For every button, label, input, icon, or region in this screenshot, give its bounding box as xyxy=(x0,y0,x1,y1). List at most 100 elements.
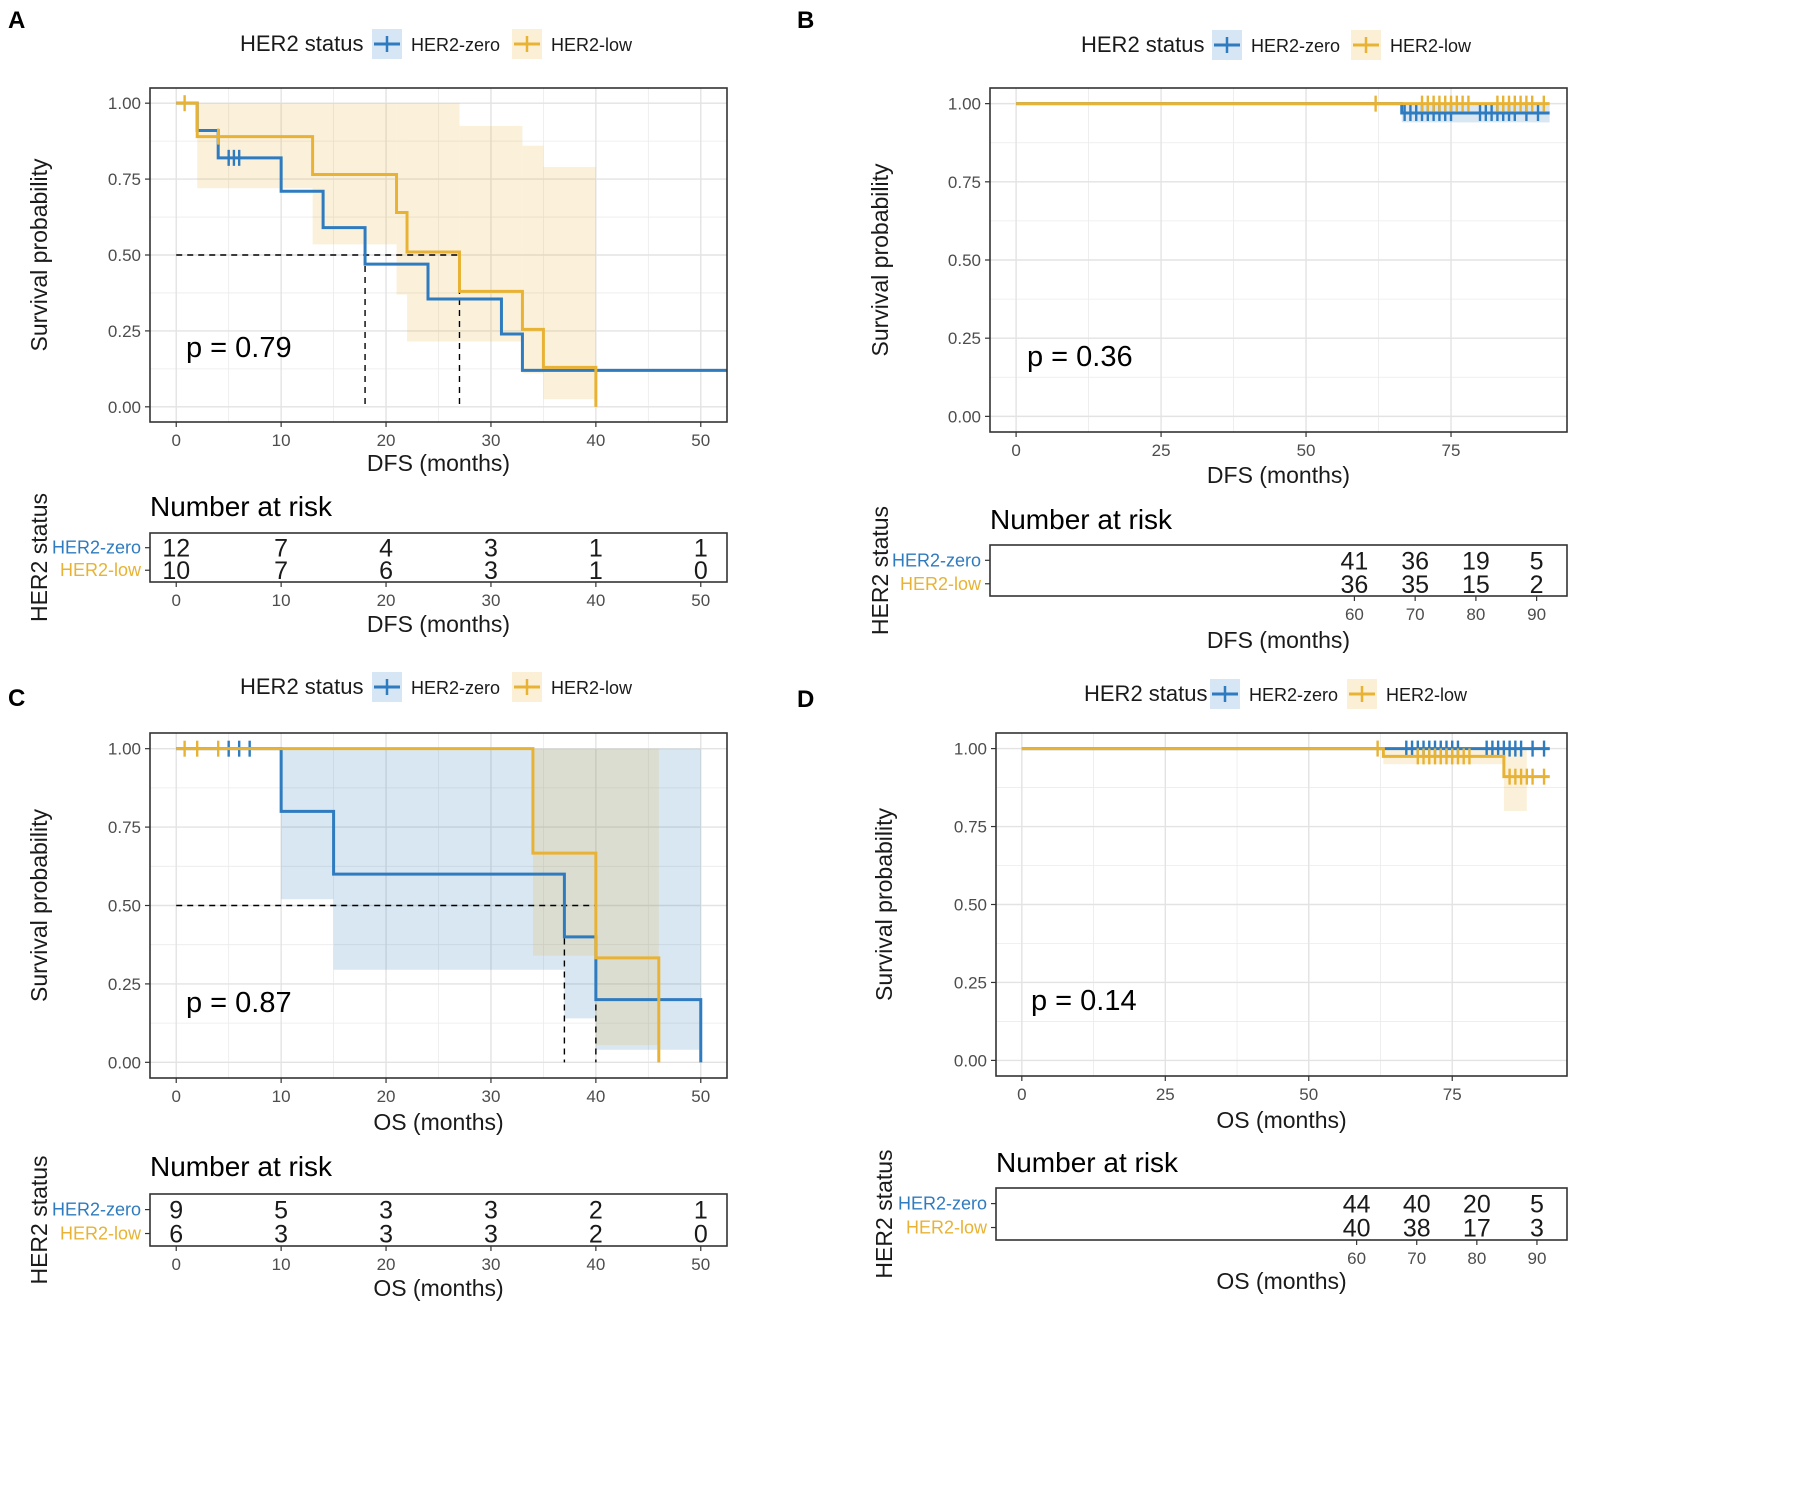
risk-y-axis-title: HER2 status xyxy=(26,1155,52,1284)
risk-x-tick-label: 60 xyxy=(1347,1249,1366,1268)
y-axis-title: Survival probability xyxy=(867,163,893,357)
risk-group-label: HER2-zero xyxy=(898,1194,987,1214)
risk-table-frame xyxy=(989,544,1568,597)
risk-x-tick-label: 80 xyxy=(1467,1249,1486,1268)
ci-band-low xyxy=(543,166,596,400)
risk-count: 1 xyxy=(589,557,603,585)
legend-title: HER2 status xyxy=(240,31,364,56)
x-tick-label: 40 xyxy=(586,1087,605,1106)
km-curve-zero xyxy=(176,747,703,1063)
risk-table-frame xyxy=(149,532,728,583)
risk-x-tick-label: 0 xyxy=(171,1255,180,1274)
y-tick-label: 0.50 xyxy=(108,246,141,265)
risk-group-label: HER2-zero xyxy=(892,550,981,570)
y-axis-title: Survival probability xyxy=(26,158,52,352)
risk-count: 41 xyxy=(1341,547,1369,575)
y-tick-label: 0.75 xyxy=(108,170,141,189)
x-axis-title: OS (months) xyxy=(1216,1107,1346,1133)
risk-count: 15 xyxy=(1462,571,1490,599)
risk-count: 2 xyxy=(589,1197,603,1225)
plot-area xyxy=(1016,95,1550,123)
risk-count: 38 xyxy=(1403,1215,1431,1243)
risk-count: 3 xyxy=(484,557,498,585)
y-tick-label: 0.00 xyxy=(108,1053,141,1072)
km-curve-low xyxy=(176,747,661,1063)
x-tick-label: 25 xyxy=(1152,441,1171,460)
plot-area xyxy=(176,95,727,407)
ci-band-low xyxy=(595,748,659,1046)
legend-entry: HER2-zero xyxy=(1251,36,1340,56)
y-tick-label: 0.75 xyxy=(948,173,981,192)
risk-group-label: HER2-zero xyxy=(52,538,141,558)
legend-entry: HER2-zero xyxy=(411,35,500,55)
legend-entry: HER2-low xyxy=(1386,685,1468,705)
legend-entry: HER2-zero xyxy=(1249,685,1338,705)
risk-group-label: HER2-low xyxy=(60,560,142,580)
legend-entry: HER2-low xyxy=(551,678,633,698)
risk-count: 0 xyxy=(694,1221,708,1249)
x-tick-label: 40 xyxy=(586,431,605,450)
risk-count: 1 xyxy=(694,1197,708,1225)
risk-x-tick-label: 10 xyxy=(272,1255,291,1274)
ci-band-low xyxy=(407,103,460,342)
risk-x-tick-label: 0 xyxy=(171,591,180,610)
risk-count: 40 xyxy=(1403,1191,1431,1219)
y-tick-label: 0.00 xyxy=(948,407,981,426)
x-tick-label: 0 xyxy=(1011,441,1020,460)
ci-band-low xyxy=(197,103,313,189)
risk-x-tick-label: 30 xyxy=(481,1255,500,1274)
ci-band-zero xyxy=(333,748,565,970)
ci-band-zero xyxy=(281,748,334,900)
y-axis-title: Survival probability xyxy=(871,807,897,1001)
risk-x-tick-label: 40 xyxy=(586,1255,605,1274)
x-axis-title: OS (months) xyxy=(373,1109,503,1135)
risk-table-title: Number at risk xyxy=(150,1151,333,1182)
risk-x-tick-label: 50 xyxy=(691,591,710,610)
y-tick-label: 0.25 xyxy=(948,329,981,348)
y-tick-label: 0.25 xyxy=(108,322,141,341)
y-tick-label: 0.50 xyxy=(108,897,141,916)
p-value: p = 0.36 xyxy=(1027,341,1133,373)
legend: HER2 status HER2-zero HER2-low xyxy=(1084,679,1468,709)
panel-label: D xyxy=(797,686,814,713)
x-tick-label: 20 xyxy=(377,1087,396,1106)
legend: HER2 status HER2-zero HER2-low xyxy=(240,29,633,59)
ci-band-low xyxy=(459,125,523,342)
risk-count: 5 xyxy=(274,1197,288,1225)
risk-x-tick-label: 80 xyxy=(1466,605,1485,624)
x-tick-label: 30 xyxy=(481,1087,500,1106)
legend-entry: HER2-low xyxy=(1390,36,1472,56)
risk-group-label: HER2-zero xyxy=(52,1200,141,1220)
p-value: p = 0.87 xyxy=(186,987,292,1019)
risk-table-title: Number at risk xyxy=(990,504,1173,535)
risk-count: 20 xyxy=(1463,1191,1491,1219)
p-value: p = 0.79 xyxy=(186,332,292,364)
y-tick-label: 0.25 xyxy=(108,975,141,994)
risk-count: 5 xyxy=(1530,1191,1544,1219)
plot-area xyxy=(176,740,703,1063)
legend-title: HER2 status xyxy=(240,674,364,699)
risk-x-axis-title: OS (months) xyxy=(373,1275,503,1301)
risk-count: 3 xyxy=(484,535,498,563)
risk-y-axis-title: HER2 status xyxy=(867,506,893,635)
risk-x-tick-label: 30 xyxy=(481,591,500,610)
y-tick-label: 0.25 xyxy=(954,973,987,992)
risk-table-title: Number at risk xyxy=(150,491,333,522)
legend: HER2 status HER2-zero HER2-low xyxy=(1081,30,1472,60)
risk-count: 3 xyxy=(274,1221,288,1249)
y-axis-title: Survival probability xyxy=(26,808,52,1002)
risk-x-tick-label: 90 xyxy=(1527,1249,1546,1268)
risk-count: 36 xyxy=(1401,547,1429,575)
risk-table-frame xyxy=(995,1187,1568,1241)
y-tick-label: 1.00 xyxy=(108,740,141,759)
x-tick-label: 75 xyxy=(1443,1085,1462,1104)
x-tick-label: 0 xyxy=(1017,1085,1026,1104)
risk-count: 36 xyxy=(1341,571,1369,599)
risk-y-axis-title: HER2 status xyxy=(871,1149,897,1278)
legend-title: HER2 status xyxy=(1084,681,1208,706)
